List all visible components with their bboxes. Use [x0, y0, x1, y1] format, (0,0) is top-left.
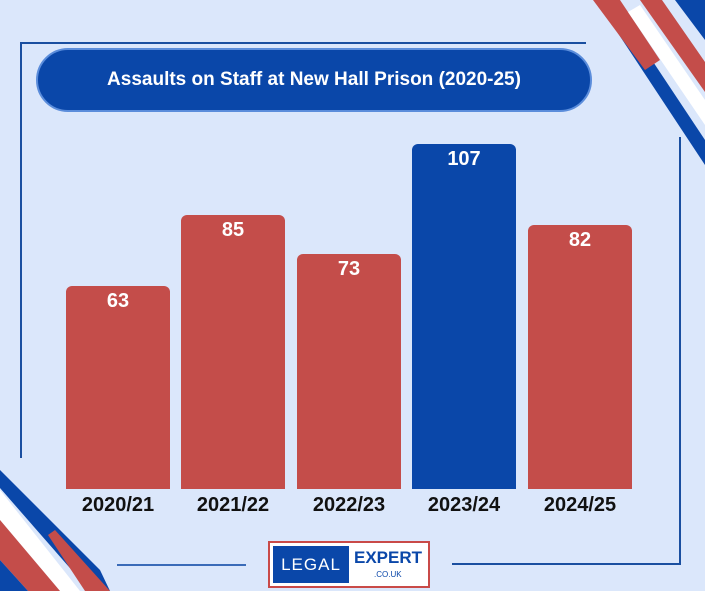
x-tick-label: 2020/21: [81, 494, 155, 516]
data-label: 73: [337, 257, 361, 280]
bar-2021/22: [181, 214, 285, 489]
frame-top: [20, 42, 586, 44]
data-label: 85: [221, 218, 245, 241]
data-label: 63: [106, 289, 130, 312]
frame-left: [20, 42, 22, 458]
x-tick-label: 2022/23: [312, 494, 386, 516]
logo-right: EXPERT: [354, 548, 423, 567]
x-tick-label: 2021/22: [196, 494, 270, 516]
logo-domain: .CO.UK: [374, 570, 402, 579]
x-tick-label: 2023/24: [427, 494, 501, 516]
bar-2020/21: [66, 285, 170, 489]
data-label: 82: [568, 228, 592, 251]
frame-bottom-right: [452, 563, 681, 565]
frame-bottom-left: [117, 564, 246, 566]
frame-right: [679, 137, 681, 565]
logo-left: LEGAL: [273, 546, 349, 583]
data-label: 107: [447, 148, 481, 170]
legal-expert-logo[interactable]: LEGAL EXPERT .CO.UK: [268, 541, 430, 588]
x-tick-label: 2024/25: [543, 494, 617, 516]
bar-2022/23: [297, 253, 401, 489]
chart-title: Assaults on Staff at New Hall Prison (20…: [36, 48, 592, 112]
bar-2023/24: [412, 144, 516, 489]
bar-2024/25: [528, 224, 632, 489]
